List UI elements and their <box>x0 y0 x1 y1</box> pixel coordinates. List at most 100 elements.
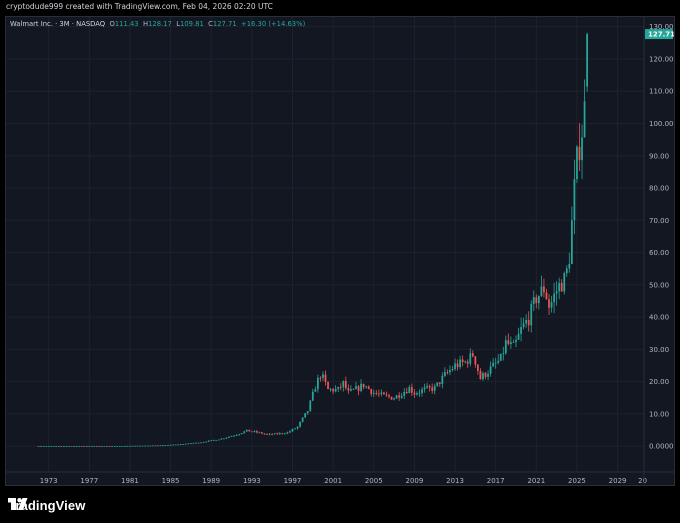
chart-credit: cryptodude999 created with TradingView.c… <box>6 2 273 11</box>
candle-body <box>377 393 380 395</box>
candle-body <box>106 446 108 447</box>
candle-body <box>141 445 144 447</box>
candle-body <box>230 436 233 437</box>
candle-body <box>200 442 202 444</box>
candle-body <box>492 362 495 367</box>
candle-body <box>342 380 345 388</box>
candle-body <box>57 446 60 447</box>
candle-body <box>416 393 418 395</box>
candle-body <box>487 373 489 377</box>
candle-body <box>520 327 522 334</box>
candle-body <box>405 391 408 394</box>
candle-body <box>126 445 129 447</box>
candle-body <box>418 392 421 394</box>
candle-body <box>357 386 360 392</box>
candle-body <box>240 433 243 435</box>
candle-body <box>372 393 375 394</box>
candle-body <box>184 443 187 445</box>
candle-body <box>238 434 241 436</box>
candle-body <box>202 442 205 443</box>
candle-body <box>123 445 126 447</box>
candle-body <box>96 446 98 447</box>
candle-body <box>83 446 86 447</box>
x-tick-label: 2021 <box>527 477 545 485</box>
candle-body <box>441 375 444 385</box>
candle-body <box>545 292 548 300</box>
candle-body <box>299 421 301 427</box>
candle-body <box>273 433 276 435</box>
y-tick-label: 120.00 <box>649 55 674 63</box>
candle-body <box>327 381 329 390</box>
close-label: C <box>208 20 213 28</box>
x-tick-label: 2005 <box>365 477 383 485</box>
candle-body <box>449 370 451 373</box>
tradingview-logo[interactable]: TradingView <box>8 498 85 513</box>
candle-body <box>139 445 141 447</box>
candle-body <box>289 431 291 433</box>
candle-body <box>586 34 588 87</box>
candle-body <box>431 387 434 391</box>
x-tick-label: 1985 <box>162 477 180 485</box>
candle-body <box>578 146 581 161</box>
candle-body <box>543 286 545 293</box>
y-tick-label: 10.00 <box>649 410 669 418</box>
candle-body <box>329 388 332 390</box>
candle-body <box>245 429 248 432</box>
candle-body <box>459 359 462 368</box>
candle-body <box>179 444 182 446</box>
candle-body <box>558 282 561 292</box>
candle-body <box>37 446 40 447</box>
candle-body <box>502 353 505 354</box>
y-tick-label: 0.0000 <box>649 443 674 451</box>
candle-body <box>555 291 558 294</box>
candle-body <box>375 393 378 394</box>
x-tick-label: 1977 <box>80 477 98 485</box>
candle-body <box>70 446 73 447</box>
candle-body <box>484 373 487 377</box>
y-tick-label: 30.00 <box>649 346 669 354</box>
candle-body <box>403 391 406 396</box>
candle-body <box>461 359 464 363</box>
price-chart[interactable]: 0.0000 10.00 20.00 30.00 40.00 50.00 60.00 70.0… <box>6 17 675 486</box>
candle-body <box>113 446 116 447</box>
candle-body <box>527 320 530 326</box>
candle-body <box>187 443 190 445</box>
x-tick-label: 2013 <box>446 477 464 485</box>
candle-body <box>156 445 159 447</box>
candle-body <box>45 446 48 447</box>
candle-body <box>73 446 75 447</box>
y-tick-label: 60.00 <box>649 249 669 257</box>
candle-body <box>408 387 411 394</box>
candle-body <box>108 446 111 447</box>
candle-body <box>65 446 68 447</box>
candle-body <box>116 446 119 447</box>
candle-body <box>540 286 543 296</box>
candle-body <box>301 417 304 422</box>
candle-body <box>309 400 312 412</box>
candle-body <box>530 303 533 326</box>
candle-body <box>352 389 355 390</box>
candle-body <box>339 386 342 388</box>
last-price-label: 127.71 <box>648 31 675 39</box>
candle-body <box>248 429 251 432</box>
candle-body <box>565 268 568 274</box>
candle-body <box>134 445 136 447</box>
candle-body <box>167 444 169 446</box>
candle-body <box>118 446 121 447</box>
y-tick-label: 90.00 <box>649 152 669 160</box>
high-value: 128.17 <box>148 20 172 28</box>
candle-body <box>410 387 413 393</box>
candle-body <box>268 433 271 435</box>
candle-body <box>197 442 200 444</box>
candle-body <box>296 426 299 429</box>
candle-body <box>316 377 319 390</box>
candle-body <box>195 442 197 444</box>
candle-body <box>576 146 578 180</box>
candle-body <box>220 438 223 440</box>
candle-body <box>548 299 550 308</box>
candle-body <box>456 363 459 368</box>
candle-body <box>205 441 208 443</box>
candle-body <box>60 446 63 447</box>
candle-body <box>494 362 497 364</box>
chart-panel[interactable]: 0.0000 10.00 20.00 30.00 40.00 50.00 60.00 70.0… <box>5 16 675 486</box>
